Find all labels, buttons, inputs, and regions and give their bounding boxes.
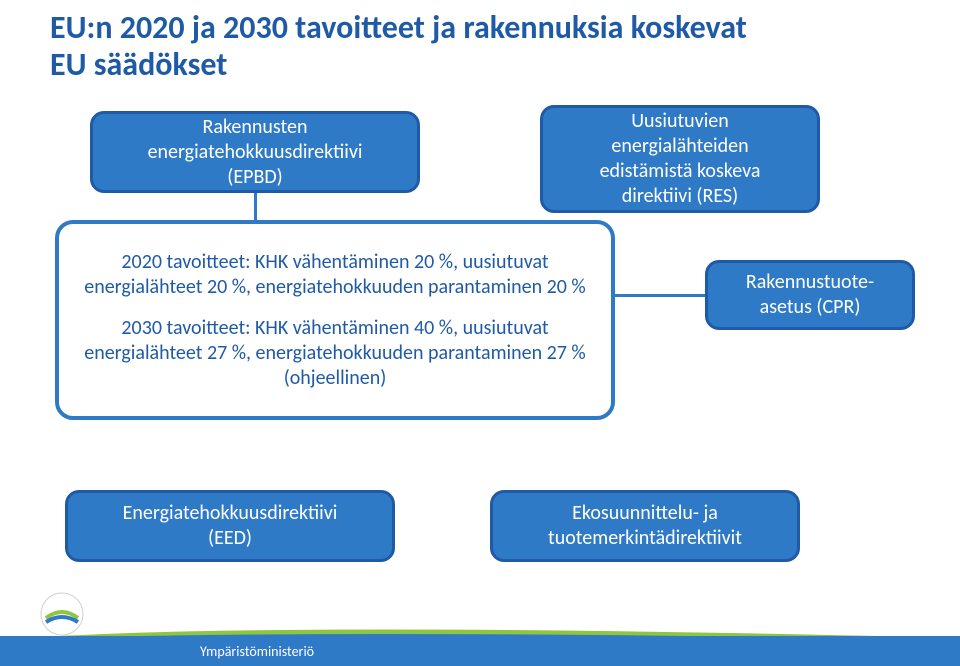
text-line: Rakennustuote- [746, 270, 874, 294]
text-line: (EPBD) [227, 165, 282, 189]
text-line: Uusiutuvien [631, 109, 729, 133]
text-line: tuotemerkintädirektiivit [548, 526, 742, 550]
box-eed: Energiatehokkuusdirektiivi (EED) [65, 490, 395, 562]
text-line: asetus (CPR) [760, 295, 861, 319]
text-line: direktiivi (RES) [622, 184, 738, 208]
box-eco: Ekosuunnittelu- ja tuotemerkintädirektii… [490, 490, 800, 562]
text-line: Energiatehokkuusdirektiivi [123, 501, 338, 525]
text-line: Ekosuunnittelu- ja [572, 501, 718, 525]
connector-targets-cpr [615, 294, 705, 297]
box-res: Uusiutuvien energialähteiden edistämistä… [540, 105, 820, 213]
text-line: (EED) [208, 526, 252, 550]
footer-logo [40, 592, 84, 636]
connector-epbd-targets [254, 193, 257, 220]
page-title: EU:n 2020 ja 2030 tavoitteet ja rakennuk… [50, 10, 770, 84]
box-cpr: Rakennustuote- asetus (CPR) [705, 260, 915, 330]
box-epbd: Rakennusten energiatehokkuusdirektiivi (… [90, 111, 420, 193]
footer-label: Ympäristöministeriö [200, 643, 314, 660]
box-targets: 2020 tavoitteet: KHK vähentäminen 20 %, … [55, 220, 615, 420]
text-line: energialähteiden [611, 134, 748, 158]
text-line: Rakennusten [203, 115, 308, 139]
text-paragraph: 2020 tavoitteet: KHK vähentäminen 20 %, … [83, 250, 587, 300]
box-res-text: Uusiutuvien energialähteiden edistämistä… [600, 109, 761, 209]
box-cpr-text: Rakennustuote- asetus (CPR) [746, 270, 874, 320]
text-line: edistämistä koskeva [600, 159, 761, 183]
box-epbd-text: Rakennusten energiatehokkuusdirektiivi (… [148, 115, 363, 190]
footer-bar [0, 636, 960, 666]
box-eed-text: Energiatehokkuusdirektiivi (EED) [123, 501, 338, 551]
box-eco-text: Ekosuunnittelu- ja tuotemerkintädirektii… [548, 501, 742, 551]
slide: EU:n 2020 ja 2030 tavoitteet ja rakennuk… [0, 0, 960, 666]
box-targets-text: 2020 tavoitteet: KHK vähentäminen 20 %, … [83, 250, 587, 391]
text-line: energiatehokkuusdirektiivi [148, 140, 363, 164]
text-paragraph: 2030 tavoitteet: KHK vähentäminen 40 %, … [83, 316, 587, 391]
